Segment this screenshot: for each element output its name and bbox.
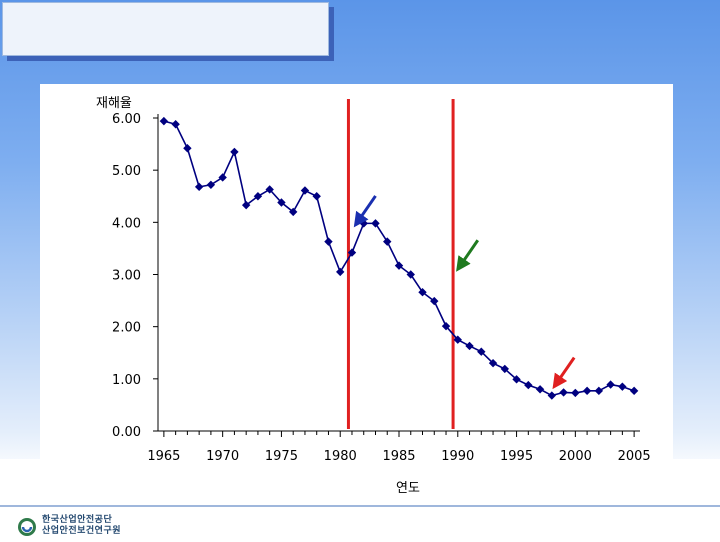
series-layer: [159, 116, 639, 400]
data-point: [347, 248, 357, 257]
annotation-arrow: [552, 356, 576, 390]
data-point: [206, 180, 216, 189]
x-tick-label: 2000: [559, 449, 592, 464]
data-point: [194, 182, 204, 192]
data-point: [336, 267, 345, 277]
data-point: [218, 173, 227, 182]
tick-labels: 0.00 1.00 2.00 3.00 4.00 5.00 6.00 1965 1970 1975…: [112, 112, 651, 464]
y-axis-title: 재해율: [96, 96, 132, 111]
data-point: [406, 270, 415, 279]
x-tick-label: 1965: [147, 449, 180, 464]
data-point: [300, 186, 310, 195]
data-point: [465, 341, 474, 351]
data-point: [159, 116, 169, 126]
series-line: [163, 120, 635, 397]
data-point: [453, 335, 462, 344]
annotation-arrows: [353, 195, 576, 390]
data-point: [547, 391, 557, 400]
slide-title-box: [2, 2, 329, 56]
logo-icon: [18, 518, 36, 536]
data-point: [418, 288, 427, 297]
data-point: [383, 237, 392, 246]
data-point: [477, 347, 486, 356]
x-tick-label: 2005: [618, 449, 651, 464]
data-point: [500, 364, 510, 374]
org-line-2: 산업안전보건연구원: [42, 526, 122, 536]
data-point: [582, 386, 592, 396]
data-point: [594, 386, 604, 396]
data-point: [629, 386, 639, 396]
data-point: [606, 380, 615, 389]
y-tick-label: 0.00: [112, 425, 141, 440]
data-point: [359, 219, 368, 228]
data-point: [277, 198, 286, 207]
data-point: [512, 375, 521, 384]
org-name: 한국산업안전공단 산업안전보건연구원: [42, 515, 121, 537]
y-tick-label: 2.00: [112, 321, 141, 336]
data-point: [535, 385, 545, 394]
data-point: [265, 185, 274, 194]
x-tick-label: 1990: [441, 449, 474, 464]
data-point: [559, 388, 568, 397]
axes: [153, 114, 640, 437]
y-tick-label: 3.00: [112, 269, 141, 284]
data-point: [571, 388, 580, 398]
data-point: [430, 296, 439, 306]
data-point: [618, 382, 627, 391]
footer: 한국산업안전공단 산업안전보건연구원: [0, 505, 720, 542]
data-point: [312, 192, 321, 201]
data-point: [524, 380, 533, 390]
data-point: [394, 261, 404, 270]
x-tick-label: 1970: [206, 449, 239, 464]
data-point: [371, 219, 380, 228]
data-point: [230, 147, 239, 157]
x-tick-label: 1985: [382, 449, 415, 464]
org-line-1: 한국산업안전공단: [42, 515, 113, 525]
y-tick-label: 6.00: [112, 112, 141, 127]
data-point: [488, 358, 498, 368]
y-tick-label: 4.00: [112, 216, 141, 231]
y-tick-label: 5.00: [112, 164, 141, 179]
y-tick-label: 1.00: [112, 373, 141, 388]
x-tick-label: 1980: [324, 449, 357, 464]
data-point: [171, 120, 180, 129]
x-tick-label: 1975: [265, 449, 298, 464]
x-tick-label: 1995: [500, 449, 533, 464]
lower-band: [0, 459, 720, 509]
data-point: [183, 144, 192, 153]
annotation-arrow: [456, 239, 480, 272]
data-point: [241, 200, 251, 210]
data-point: [288, 207, 298, 217]
chart-panel: [40, 84, 673, 459]
x-axis-title: 연도: [396, 481, 420, 496]
data-point: [441, 321, 451, 331]
data-point: [324, 237, 333, 246]
annotation-arrow: [353, 195, 377, 228]
reference-lines: [346, 99, 455, 429]
data-point: [253, 192, 263, 201]
